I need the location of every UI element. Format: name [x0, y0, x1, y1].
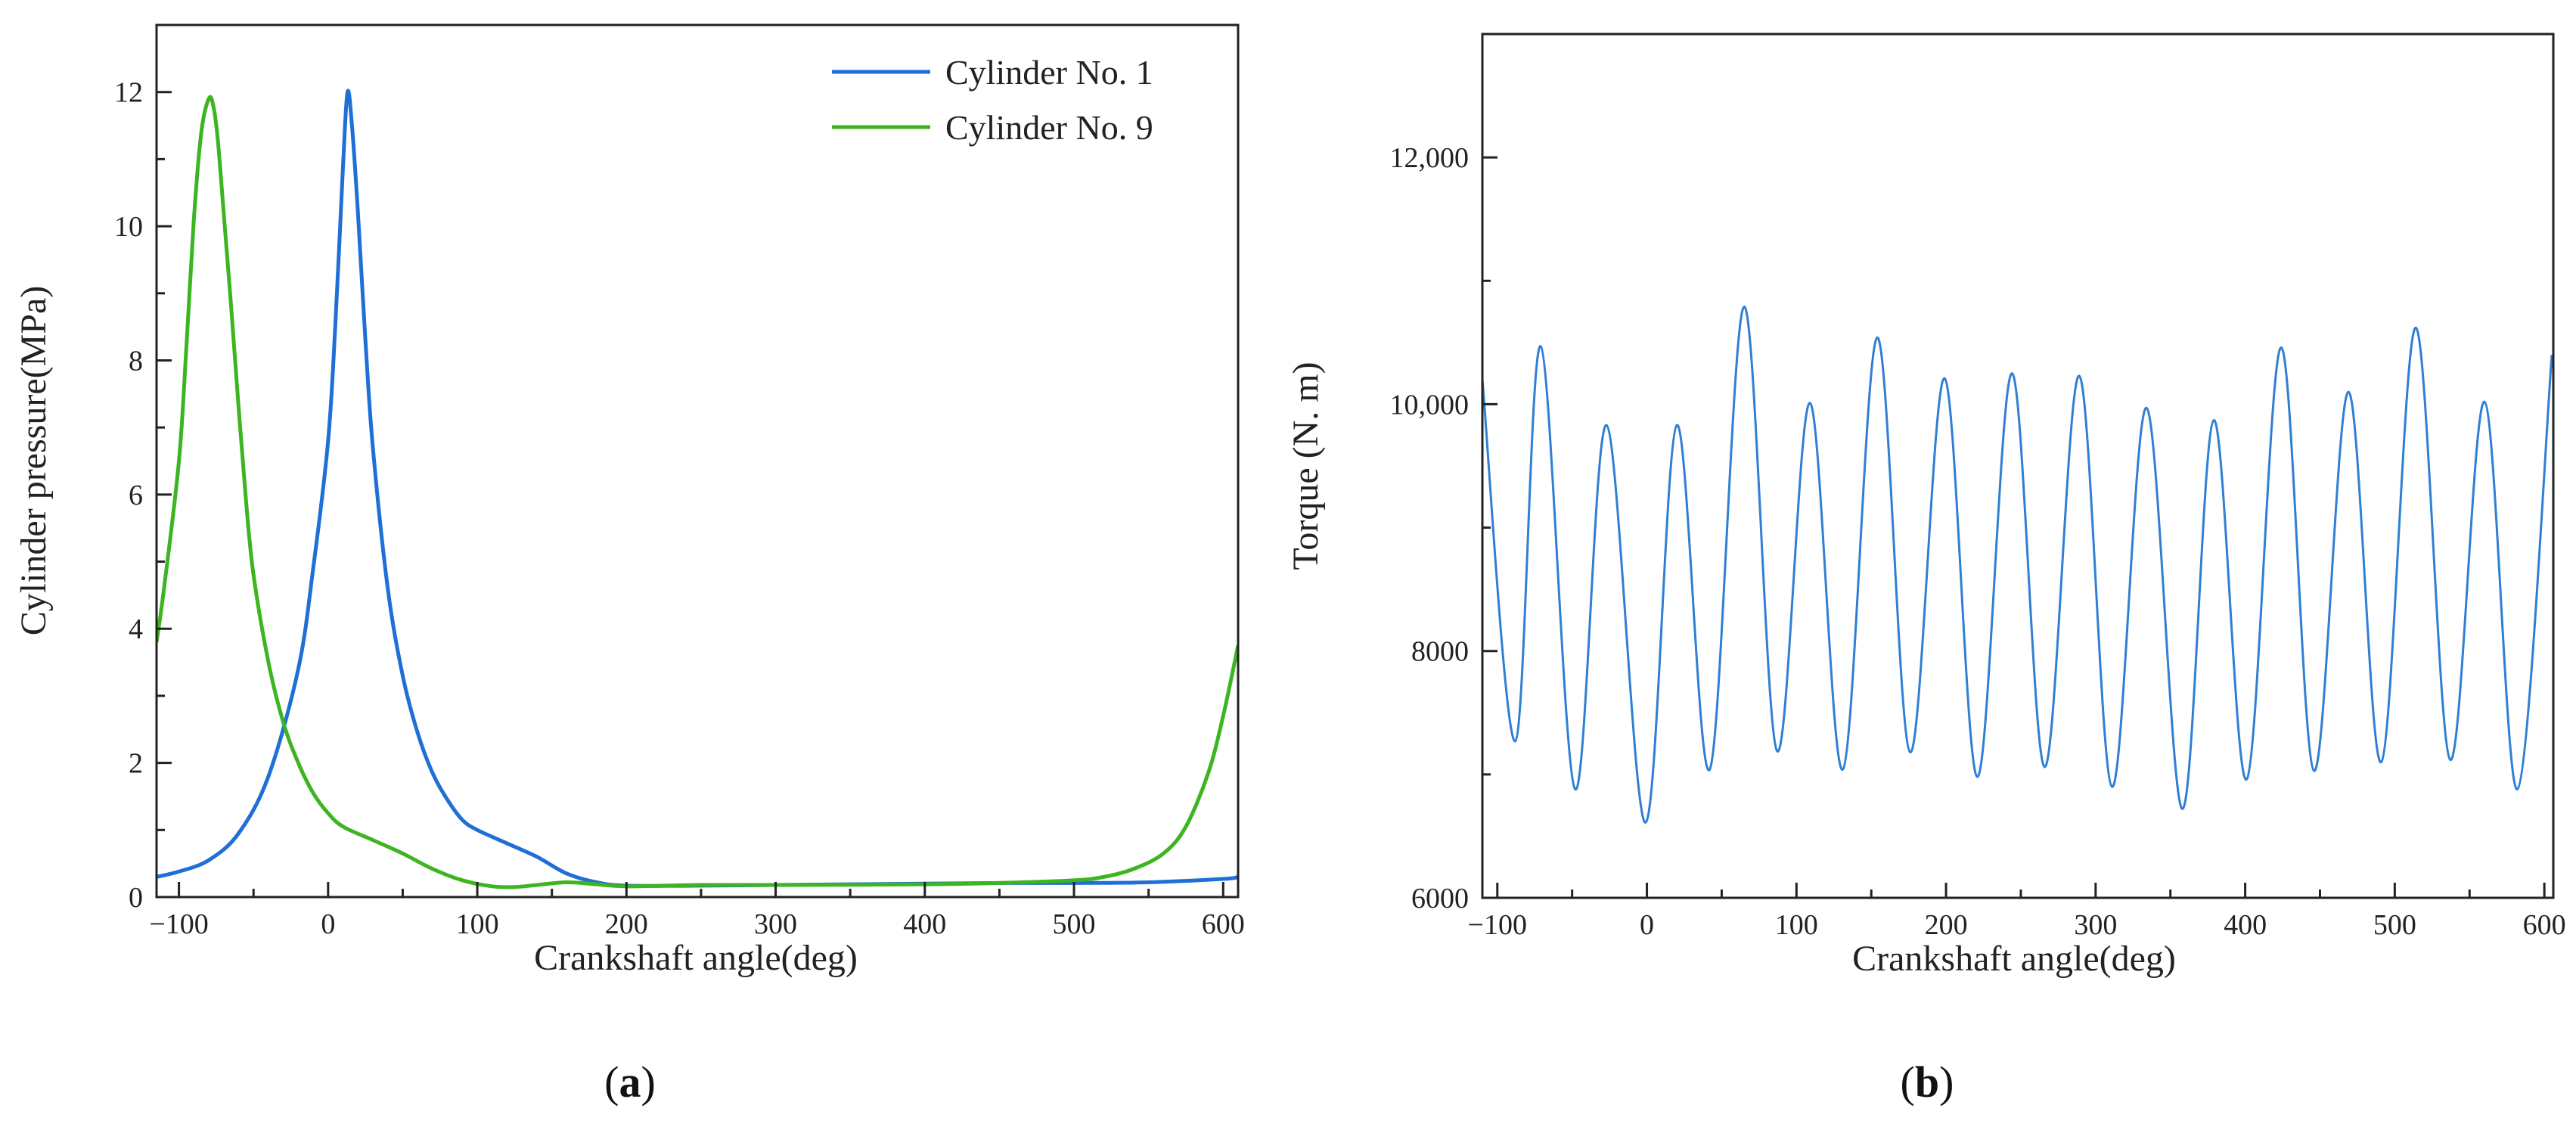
chart-a-y-tick-label: 2 [129, 748, 143, 780]
chart-a-y-tick-label: 0 [129, 882, 143, 914]
chart-a-y-tick-label: 8 [129, 345, 143, 377]
chart-b-ticks-layer: −100 0 100 200 300 400 500 600 6000 8000 10,000 12,… [1390, 142, 2566, 941]
panel-label-b-open: ( [1901, 1057, 1915, 1107]
chart-b-y-tick-label: 10,000 [1390, 389, 1470, 421]
chart-b-x-tick-label: 300 [2074, 909, 2117, 941]
chart-a-legend: Cylinder No. 1 Cylinder No. 9 [832, 53, 1153, 147]
chart-a-x-tick-label: 300 [754, 908, 797, 940]
chart-a-plot-frame [155, 23, 1240, 899]
chart-a-x-tick-label: 0 [321, 908, 335, 940]
chart-a-x-tick-label: 600 [1202, 908, 1245, 940]
chart-a-y-tick-label: 4 [129, 613, 143, 645]
chart-b: −100 0 100 200 300 400 500 600 6000 8000 10,000 12,… [1286, 33, 2566, 1107]
chart-b-plot-frame [1481, 33, 2555, 899]
chart-b-y-tick-label: 6000 [1411, 883, 1469, 914]
chart-a-series-line-cylinder-no-9 [157, 95, 1238, 889]
chart-b-y-axis-label: Torque (N. m) [1286, 362, 1326, 570]
chart-b-x-tick-label: 0 [1640, 909, 1654, 941]
chart-a-y-tick-label: 6 [129, 480, 143, 511]
chart-b-x-axis-label: Crankshaft angle(deg) [1852, 939, 2176, 979]
panel-label-b: (b) [1901, 1057, 1954, 1107]
panel-label-a-letter: a [619, 1057, 641, 1107]
chart-a-series-layer [157, 88, 1238, 889]
chart-a-y-axis-label: Cylinder pressure(MPa) [14, 286, 54, 636]
chart-a-x-tick-label: 100 [456, 908, 499, 940]
chart-b-x-tick-label: 200 [1925, 909, 1968, 941]
chart-b-series-layer [1482, 306, 2553, 824]
chart-b-x-tick-label: 400 [2224, 909, 2267, 941]
legend-label-cylinder-9: Cylinder No. 9 [945, 108, 1153, 147]
panel-label-a: (a) [604, 1057, 656, 1107]
chart-a-y-tick-label: 10 [114, 211, 143, 243]
chart-b-x-tick-label: 100 [1775, 909, 1818, 941]
chart-a-x-tick-label: 200 [605, 908, 648, 940]
chart-a-x-tick-label: −100 [149, 908, 208, 940]
chart-b-series-line-torque [1482, 306, 2553, 824]
chart-a-x-tick-label: 400 [903, 908, 946, 940]
panel-label-b-letter: b [1915, 1057, 1939, 1107]
chart-a-y-tick-label: 12 [114, 77, 143, 109]
chart-a-series-line-cylinder-no-1 [157, 88, 1238, 888]
chart-b-x-tick-label: −100 [1468, 909, 1527, 941]
panel-label-b-close: ) [1939, 1057, 1954, 1107]
panel-label-a-open: ( [604, 1057, 619, 1107]
chart-a-x-tick-label: 500 [1053, 908, 1096, 940]
chart-b-y-tick-label: 8000 [1411, 636, 1469, 668]
chart-b-y-tick-label: 12,000 [1390, 142, 1470, 174]
chart-b-x-tick-label: 600 [2523, 909, 2566, 941]
chart-b-x-tick-label: 500 [2373, 909, 2416, 941]
chart-a-x-axis-label: Crankshaft angle(deg) [534, 938, 858, 978]
panel-label-a-close: ) [641, 1057, 656, 1107]
legend-label-cylinder-1: Cylinder No. 1 [945, 53, 1153, 92]
